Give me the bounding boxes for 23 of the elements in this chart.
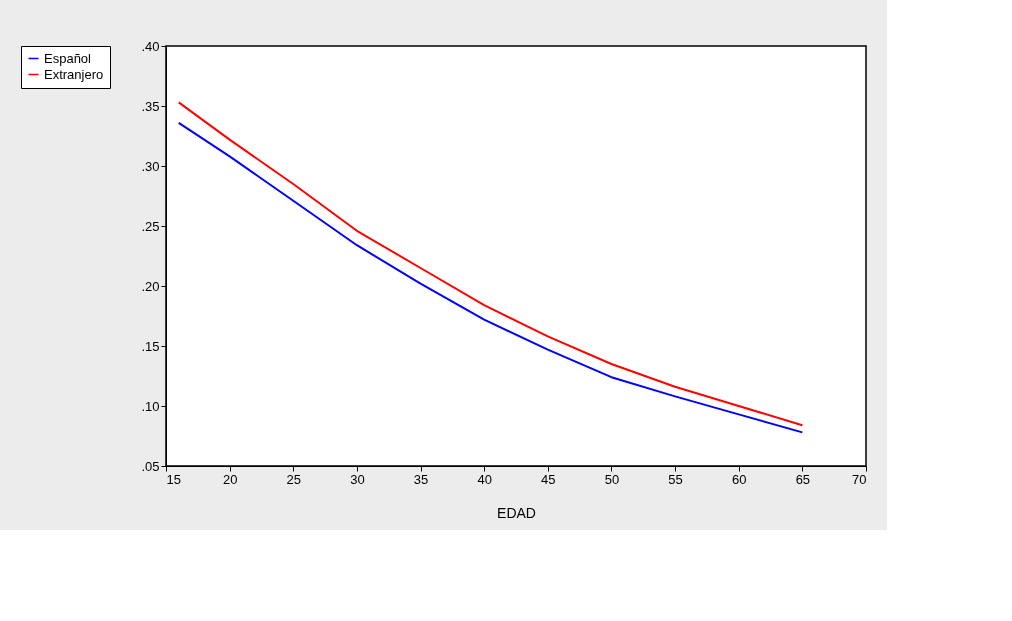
x-axis-title: EDAD — [497, 504, 536, 521]
x-tick-label: 50 — [604, 471, 620, 487]
x-tick-label: 60 — [731, 471, 747, 487]
x-tick-label: 55 — [668, 471, 683, 487]
y-tick-label: .40 — [141, 38, 160, 54]
y-tick-label: .10 — [141, 398, 160, 414]
y-tick-label: .35 — [141, 98, 160, 114]
y-tick-label: .05 — [141, 458, 160, 474]
x-tick-label: 15 — [166, 471, 181, 487]
legend-label: Extranjero — [44, 66, 104, 82]
x-tick-label: 65 — [795, 471, 811, 487]
legend-label: Español — [44, 50, 92, 66]
y-tick-label: .20 — [141, 278, 160, 294]
x-tick-label: 70 — [852, 471, 867, 487]
x-tick-label: 30 — [350, 471, 365, 487]
x-tick-label: 45 — [541, 471, 556, 487]
x-tick-label: 40 — [477, 471, 492, 487]
x-tick-label: 20 — [222, 471, 238, 487]
y-tick-label: .15 — [141, 338, 160, 354]
y-tick-label: .30 — [141, 158, 160, 174]
x-tick-label: 25 — [286, 471, 302, 487]
x-tick-label: 35 — [413, 471, 429, 487]
y-tick-label: .25 — [141, 218, 160, 234]
